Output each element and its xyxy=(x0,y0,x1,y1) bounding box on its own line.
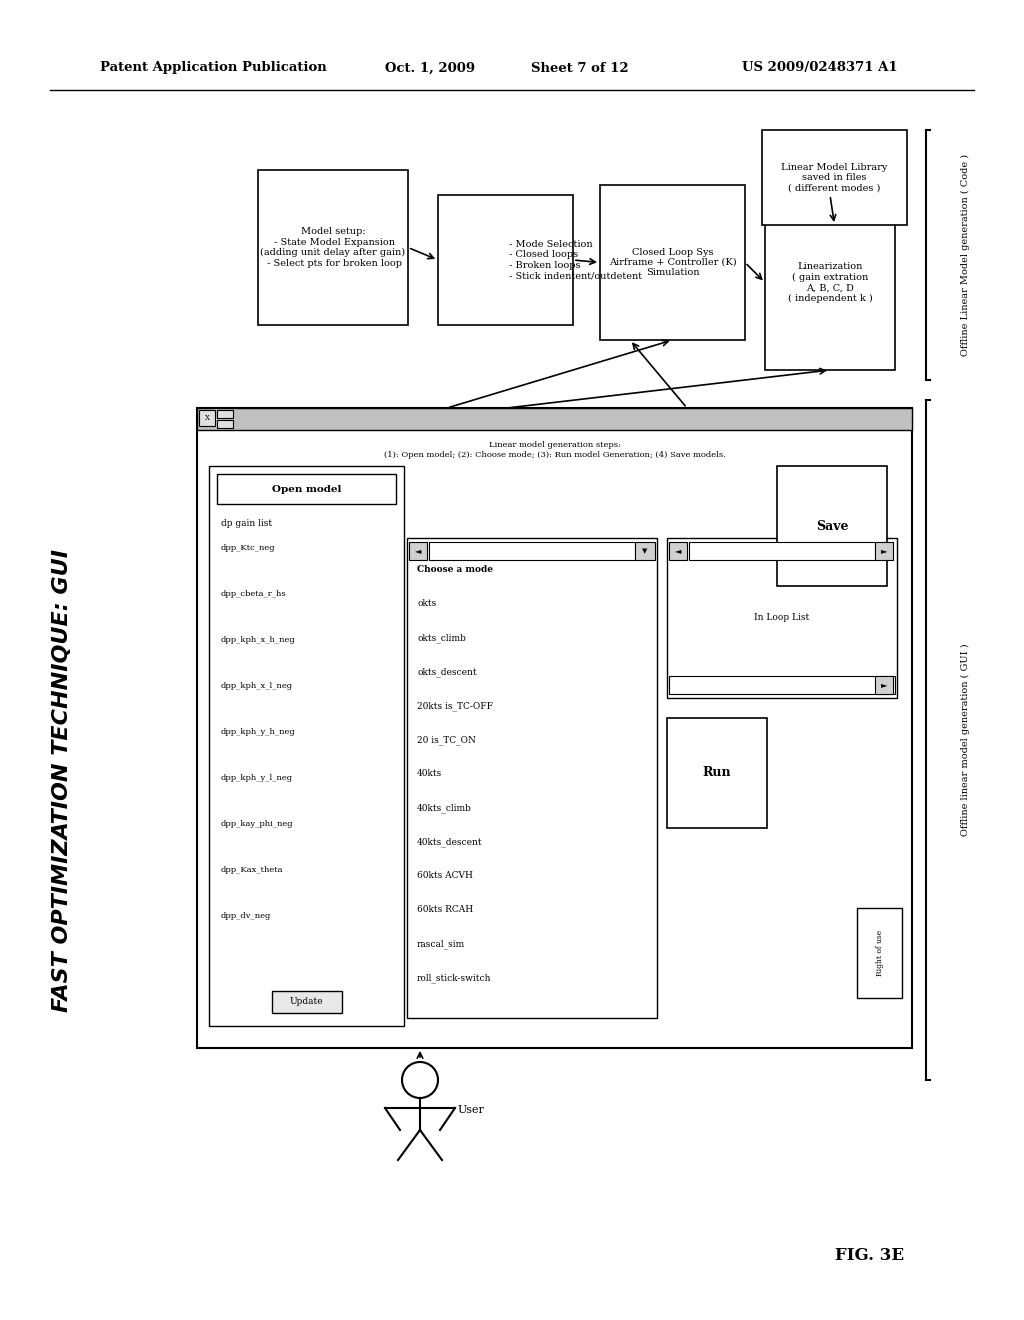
Text: 40kts_climb: 40kts_climb xyxy=(417,803,472,813)
Text: 60kts ACVH: 60kts ACVH xyxy=(417,871,473,880)
Text: dpp_kph_y_h_neg: dpp_kph_y_h_neg xyxy=(221,729,296,737)
Text: Choose a mode: Choose a mode xyxy=(417,565,493,574)
Bar xyxy=(258,170,408,325)
Text: Run: Run xyxy=(702,767,731,780)
Text: dpp_kay_phi_neg: dpp_kay_phi_neg xyxy=(221,820,294,828)
Bar xyxy=(197,408,912,1048)
Bar xyxy=(765,195,895,370)
Bar xyxy=(874,543,893,560)
Bar xyxy=(667,718,767,828)
Bar xyxy=(429,543,635,560)
Text: Open model: Open model xyxy=(271,484,341,494)
Text: okts: okts xyxy=(417,599,436,609)
Text: Linear Model Library
saved in files
( different modes ): Linear Model Library saved in files ( di… xyxy=(781,162,888,193)
Text: Patent Application Publication: Patent Application Publication xyxy=(100,62,327,74)
Text: dpp_Kax_theta: dpp_Kax_theta xyxy=(221,866,284,874)
Text: Linear model generation steps:
(1): Open model; (2): Choose mode; (3): Run model: Linear model generation steps: (1): Open… xyxy=(384,441,725,458)
Text: 20kts is_TC-OFF: 20kts is_TC-OFF xyxy=(417,701,493,711)
Text: ►: ► xyxy=(881,681,887,689)
Text: Right of use: Right of use xyxy=(876,929,884,975)
Bar xyxy=(217,474,396,504)
Text: Update: Update xyxy=(290,998,324,1006)
Bar xyxy=(407,539,657,1018)
Bar xyxy=(409,543,427,560)
Text: FAST OPTIMIZATION TECHNIQUE: GUI: FAST OPTIMIZATION TECHNIQUE: GUI xyxy=(52,549,72,1011)
Text: dp gain list: dp gain list xyxy=(221,520,272,528)
Text: X: X xyxy=(205,414,210,422)
Text: FIG. 3E: FIG. 3E xyxy=(836,1246,904,1263)
Bar xyxy=(777,466,887,586)
Text: ►: ► xyxy=(881,546,887,554)
Bar xyxy=(197,408,912,430)
Bar xyxy=(669,676,895,694)
Text: Closed Loop Sys
Airframe + Controller (K)
Simulation: Closed Loop Sys Airframe + Controller (K… xyxy=(608,248,736,277)
Text: ◄: ◄ xyxy=(675,546,681,554)
Bar xyxy=(199,411,215,426)
Text: dpp_cbeta_r_hs: dpp_cbeta_r_hs xyxy=(221,590,287,598)
Text: 60kts RCAH: 60kts RCAH xyxy=(417,906,473,915)
Text: dpp_dv_neg: dpp_dv_neg xyxy=(221,912,271,920)
Text: In Loop List: In Loop List xyxy=(755,614,810,623)
Bar xyxy=(271,991,341,1012)
Text: dpp_kph_x_h_neg: dpp_kph_x_h_neg xyxy=(221,636,296,644)
Bar xyxy=(209,466,404,1026)
Text: Offline Linear Model generation ( Code ): Offline Linear Model generation ( Code ) xyxy=(961,154,970,356)
Text: dpp_kph_x_l_neg: dpp_kph_x_l_neg xyxy=(221,682,293,690)
Bar xyxy=(438,195,573,325)
Text: rascal_sim: rascal_sim xyxy=(417,939,465,949)
Bar xyxy=(217,411,233,418)
Text: Linearization
( gain extration
A, B, C, D
( independent k ): Linearization ( gain extration A, B, C, … xyxy=(787,263,872,302)
Text: dpp_Ktc_neg: dpp_Ktc_neg xyxy=(221,544,275,552)
Bar xyxy=(669,543,687,560)
Text: User: User xyxy=(458,1105,485,1115)
Text: ▼: ▼ xyxy=(642,546,648,554)
Text: 40kts: 40kts xyxy=(417,770,442,779)
Text: Save: Save xyxy=(816,520,848,532)
Text: ◄: ◄ xyxy=(415,546,421,554)
Text: US 2009/0248371 A1: US 2009/0248371 A1 xyxy=(742,62,898,74)
Text: Model setup:
 - State Model Expansion
(adding unit delay after gain)
 - Select p: Model setup: - State Model Expansion (ad… xyxy=(260,227,406,268)
Text: roll_stick-switch: roll_stick-switch xyxy=(417,973,492,983)
Text: Offline linear model generation ( GUI ): Offline linear model generation ( GUI ) xyxy=(961,644,970,837)
Text: dpp_kph_y_l_neg: dpp_kph_y_l_neg xyxy=(221,774,293,781)
Bar xyxy=(762,129,907,224)
Bar xyxy=(874,676,893,694)
Bar xyxy=(667,539,897,698)
Bar xyxy=(217,420,233,428)
Bar xyxy=(600,185,745,341)
Text: 40kts_descent: 40kts_descent xyxy=(417,837,482,847)
Text: okts_climb: okts_climb xyxy=(417,634,466,643)
Text: Sheet 7 of 12: Sheet 7 of 12 xyxy=(531,62,629,74)
Bar xyxy=(689,543,874,560)
Text: Oct. 1, 2009: Oct. 1, 2009 xyxy=(385,62,475,74)
Text: 20 is_TC_ON: 20 is_TC_ON xyxy=(417,735,476,744)
Text: okts_descent: okts_descent xyxy=(417,667,476,677)
Bar xyxy=(635,543,655,560)
Text: - Mode Selection
 - Closed loops
 - Broken loops
 - Stick indentent/outdetent: - Mode Selection - Closed loops - Broken… xyxy=(506,240,642,280)
Bar xyxy=(857,908,902,998)
